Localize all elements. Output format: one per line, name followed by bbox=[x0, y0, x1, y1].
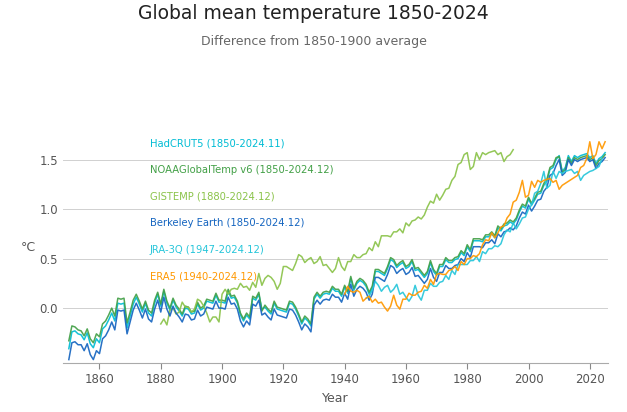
Text: Berkeley Earth (1850-2024.12): Berkeley Earth (1850-2024.12) bbox=[150, 218, 304, 228]
Text: JRA-3Q (1947-2024.12): JRA-3Q (1947-2024.12) bbox=[150, 245, 265, 255]
Text: HadCRUT5 (1850-2024.11): HadCRUT5 (1850-2024.11) bbox=[150, 139, 285, 149]
Text: NOAAGlobalTemp v6 (1850-2024.12): NOAAGlobalTemp v6 (1850-2024.12) bbox=[150, 165, 334, 175]
X-axis label: Year: Year bbox=[322, 391, 349, 405]
Text: Difference from 1850-1900 average: Difference from 1850-1900 average bbox=[201, 35, 426, 48]
Text: ERA5 (1940-2024.12): ERA5 (1940-2024.12) bbox=[150, 272, 257, 281]
Text: GISTEMP (1880-2024.12): GISTEMP (1880-2024.12) bbox=[150, 192, 275, 202]
Text: Global mean temperature 1850-2024: Global mean temperature 1850-2024 bbox=[138, 4, 489, 23]
Y-axis label: °C: °C bbox=[21, 241, 36, 254]
